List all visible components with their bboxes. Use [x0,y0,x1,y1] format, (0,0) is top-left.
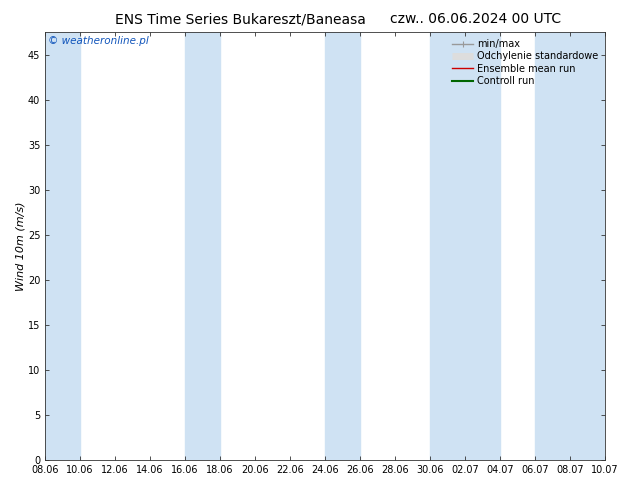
Text: czw.. 06.06.2024 00 UTC: czw.. 06.06.2024 00 UTC [390,12,561,26]
Legend: min/max, Odchylenie standardowe, Ensemble mean run, Controll run: min/max, Odchylenie standardowe, Ensembl… [450,37,600,88]
Bar [185,32,220,460]
Text: ENS Time Series Bukareszt/Baneasa: ENS Time Series Bukareszt/Baneasa [115,12,366,26]
Bar [45,32,80,460]
Bar [535,32,570,460]
Text: © weatheronline.pl: © weatheronline.pl [48,36,149,47]
Bar [570,32,605,460]
Bar [325,32,360,460]
Bar [430,32,500,460]
Y-axis label: Wind 10m (m/s): Wind 10m (m/s) [15,201,25,291]
